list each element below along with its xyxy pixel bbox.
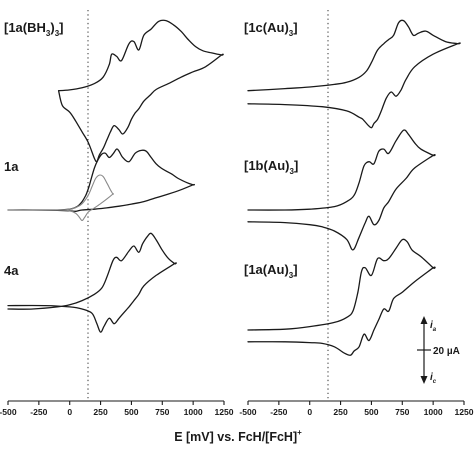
scale-value-label: 20 µA [433,346,460,357]
scale-arrow-up [420,316,428,324]
x-axis-left: -500 -250 0 250 500 750 1000 1250 [0,400,234,417]
scale-label-bottom: ic [430,372,437,385]
x-tick-label: 0 [307,407,312,417]
panel-label-1a-bh3: [1a(BH3)3] [4,20,64,38]
x-tick-label: 0 [67,407,72,417]
cv-trace-4a-0 [7,232,177,333]
panel-label-4a: 4a [4,263,19,278]
x-axis-title: E [mV] vs. FcH/[FcH]+ [174,428,302,444]
x-tick-label: -250 [270,407,287,417]
cv-trace-1a-0 [7,148,195,212]
x-tick-label: -250 [30,407,47,417]
cv-trace-1a-1 [7,174,114,222]
cv-curves [7,19,461,356]
x-tick-label: 1000 [184,407,203,417]
x-tick-label: 500 [124,407,139,417]
x-tick-label: 250 [333,407,348,417]
x-tick-label: 500 [364,407,379,417]
cv-trace--1c-au-3--0 [247,19,461,129]
x-tick-label: 1000 [424,407,443,417]
x-tick-label: 1250 [214,407,233,417]
panel-label-1b-au3: [1b(Au)3] [244,158,298,176]
panel-label-1a-au3: [1a(Au)3] [244,262,298,280]
cv-trace--1a-bh3-3--0 [57,19,224,163]
panel-label-1a: 1a [4,159,19,174]
x-axis-right: -500 -250 0 250 500 750 1000 1250 [239,400,474,417]
x-tick-label: 750 [395,407,410,417]
scale-label-top: ia [430,320,437,333]
x-tick-label: 750 [155,407,170,417]
panel-label-1c-au3: [1c(Au)3] [244,20,298,38]
x-tick-label: -500 [239,407,256,417]
cv-trace--1a-au-3--0 [247,238,436,356]
x-tick-label: 250 [93,407,108,417]
current-scale-bar: ia 20 µA ic [417,316,460,385]
scale-arrow-down [420,376,428,384]
cv-trace--1b-au-3--0 [247,129,436,251]
x-tick-label: 1250 [454,407,473,417]
x-tick-label: -500 [0,407,17,417]
